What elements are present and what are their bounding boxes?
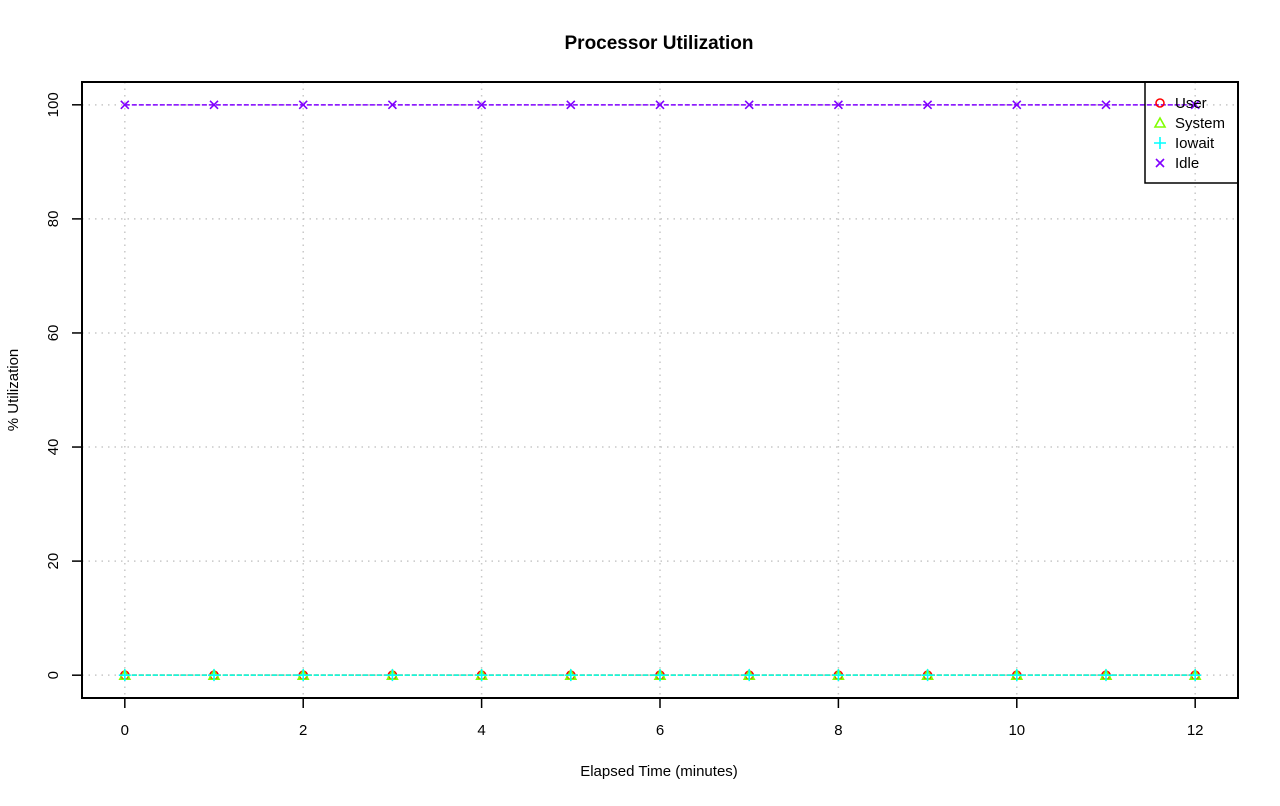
y-tick-label: 60	[45, 325, 62, 342]
data-point	[1099, 669, 1112, 682]
x-tick-label: 2	[299, 722, 307, 739]
data-point	[386, 669, 399, 682]
x-tick-label: 0	[121, 722, 129, 739]
legend-marker-circle	[1155, 98, 1165, 108]
legend-marker-cross	[1155, 158, 1165, 168]
legend-box	[1144, 81, 1239, 184]
data-point	[297, 669, 310, 682]
chart-title: Processor Utilization	[565, 33, 754, 54]
legend-marker-plus	[1154, 137, 1166, 149]
data-point	[1012, 100, 1022, 110]
x-tick-label: 6	[656, 722, 664, 739]
data-point	[832, 669, 845, 682]
data-point	[298, 100, 308, 110]
data-point	[654, 669, 666, 682]
y-tick-label: 20	[45, 553, 62, 570]
x-axis-label: Elapsed Time (minutes)	[580, 763, 738, 780]
data-point	[564, 669, 577, 682]
data-point	[1101, 100, 1111, 110]
series-iowait	[118, 669, 1202, 682]
data-point	[1010, 669, 1023, 682]
data-point	[475, 669, 488, 682]
axes: 0 2 4 6 8 10 12 0 20 40 60 80 100	[45, 92, 1204, 739]
data-point	[833, 100, 843, 110]
legend-label: System	[1175, 115, 1225, 132]
data-point	[118, 669, 131, 682]
y-axis-label: % Utilization	[5, 349, 22, 432]
series-idle	[120, 100, 1200, 110]
legend: User System Iowait Idle	[1144, 81, 1239, 184]
data-point	[923, 100, 933, 110]
legend-label: User	[1175, 95, 1207, 112]
data-point	[1189, 669, 1202, 682]
legend-label: Iowait	[1175, 135, 1215, 152]
data-point	[744, 100, 754, 110]
data-point	[743, 669, 756, 682]
data-point	[387, 100, 397, 110]
data-point	[655, 100, 665, 110]
legend-marker-triangle	[1153, 116, 1167, 128]
data-point	[566, 100, 576, 110]
x-tick-label: 10	[1008, 722, 1025, 739]
data-point	[1190, 100, 1200, 110]
y-tick-label: 0	[45, 671, 62, 679]
data-point	[120, 100, 130, 110]
series-layer	[118, 100, 1202, 682]
x-tick-label: 12	[1187, 722, 1204, 739]
data-point	[208, 669, 221, 682]
legend-label: Idle	[1175, 155, 1199, 172]
y-tick-label: 40	[45, 439, 62, 456]
y-tick-label: 100	[45, 92, 62, 117]
y-tick-label: 80	[45, 211, 62, 228]
data-point	[921, 669, 934, 682]
x-tick-label: 4	[477, 722, 485, 739]
data-point	[477, 100, 487, 110]
data-point	[209, 100, 219, 110]
x-tick-label: 8	[834, 722, 842, 739]
grid	[82, 82, 1238, 698]
